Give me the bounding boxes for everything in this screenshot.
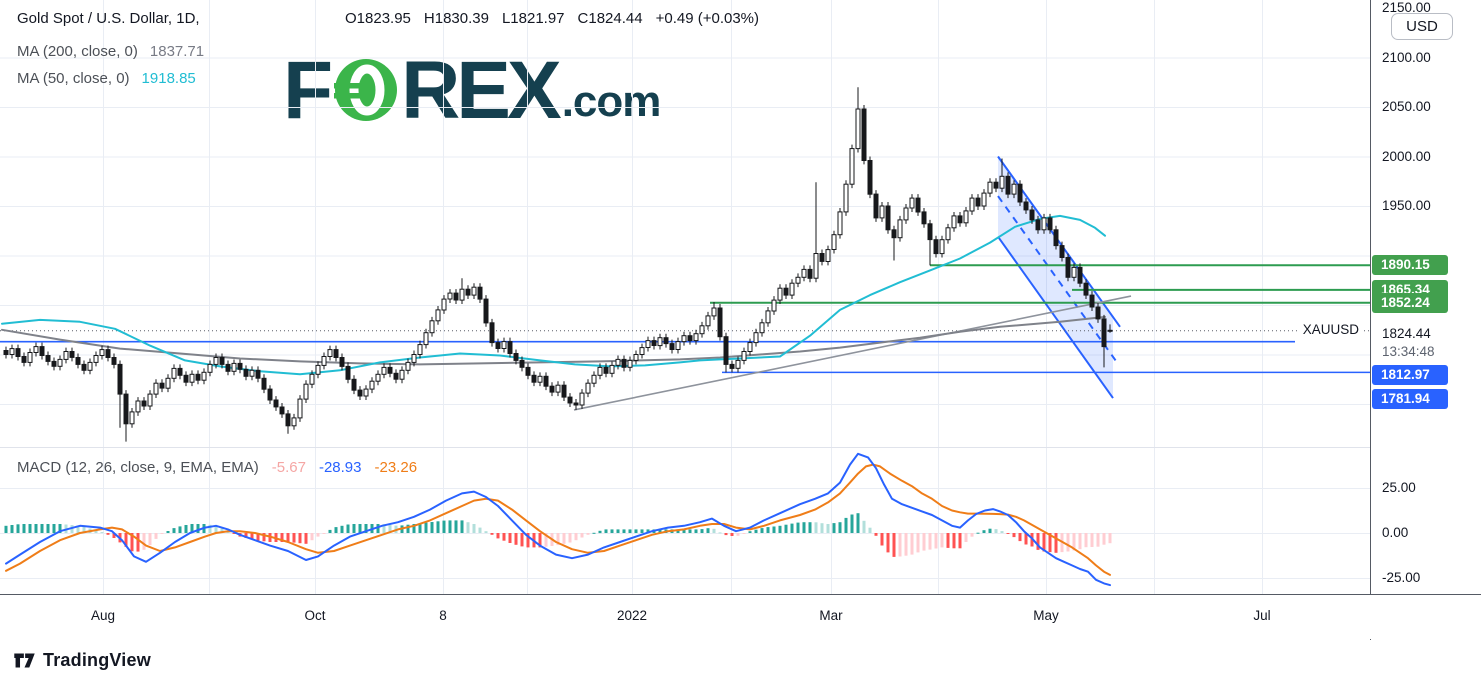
time-tick: Aug [90, 608, 116, 623]
forex-logo-o-icon [334, 59, 398, 121]
price-axis[interactable]: USD 1824.44 13:34:48 2150.00 2100.00 2050.… [1371, 0, 1481, 594]
time-tick: 8 [439, 608, 447, 623]
time-tick: 2022 [616, 608, 648, 623]
ma50-line [1, 214, 1106, 376]
candles-layer [3, 87, 1113, 442]
ma200-label: MA (200, close, 0) [17, 43, 138, 60]
ohlc-change: +0.49 (+0.03%) [655, 10, 759, 27]
tradingview-attribution[interactable]: TradingView [13, 650, 151, 671]
trendline-drawing [573, 295, 1132, 411]
countdown-timer-label: 13:34:48 [1382, 344, 1435, 360]
macd-signal-value: -23.26 [374, 459, 418, 476]
ohlc-open: O1823.95 [345, 10, 411, 27]
ma200-value: 1837.71 [149, 43, 205, 60]
ohlc-close: C1824.44 [577, 10, 643, 27]
current-price-label: 1824.44 [1382, 326, 1431, 342]
forex-logo-com: .com [561, 77, 662, 126]
forex-logo-watermark: F REX .com [283, 45, 662, 136]
price-tick: 2100.00 [1382, 49, 1431, 65]
price-level-badge-green: 1852.24 [1372, 292, 1448, 313]
price-tick: 1950.00 [1382, 198, 1431, 213]
tradingview-attribution-text[interactable]: TradingView [43, 650, 151, 670]
price-level-badge-green: 1890.15 [1372, 255, 1448, 276]
price-level-badge-blue: 1812.97 [1372, 365, 1448, 385]
ohlc-readout: O1823.95 H1830.39 L1821.97 C1824.44 +0.4… [345, 10, 759, 27]
price-tick: 2150.00 [1382, 0, 1431, 15]
currency-label: USD [1406, 18, 1438, 35]
price-tick: 2000.00 [1382, 148, 1431, 164]
macd-line-value: -28.93 [318, 459, 362, 476]
macd-tick: -25.00 [1382, 570, 1421, 585]
time-tick: Oct [304, 608, 326, 623]
gridlines [0, 0, 1370, 594]
ma50-legend: MA (50, close, 0) 1918.85 [17, 70, 196, 87]
macd-hist-value: -5.67 [271, 459, 306, 476]
macd-tick: 0.00 [1382, 525, 1409, 540]
ma50-label: MA (50, close, 0) [17, 70, 130, 87]
forex-logo-letter-f: F [283, 45, 333, 136]
macd-histogram [4, 513, 1112, 557]
currency-toggle[interactable]: USD [1391, 13, 1453, 40]
price-line-symbol-label: XAUUSD [1299, 322, 1362, 338]
price-level-badge-blue: 1781.94 [1372, 389, 1448, 409]
time-tick: May [1033, 608, 1059, 623]
macd-legend: MACD (12, 26, close, 9, EMA, EMA) -5.67 … [17, 459, 417, 476]
price-tick: 2050.00 [1382, 99, 1431, 114]
ma200-line [1, 315, 1106, 366]
macd-tick: 25.00 [1382, 480, 1416, 495]
macd-main-line [5, 452, 1111, 587]
macd-signal-line [5, 463, 1111, 576]
ma200-legend: MA (200, close, 0) 1837.71 [17, 43, 204, 60]
ohlc-high: H1830.39 [423, 10, 489, 27]
tradingview-logo-icon [14, 653, 35, 668]
symbol-title: Gold Spot / U.S. Dollar, 1D, [17, 10, 200, 27]
time-tick: Mar [819, 608, 843, 623]
time-axis[interactable]: Aug Oct 8 2022 Mar May Jul [0, 595, 1481, 639]
forex-logo-letters-rex: REX [401, 45, 562, 136]
time-tick: Jul [1253, 608, 1271, 623]
macd-label: MACD (12, 26, close, 9, EMA, EMA) [17, 459, 259, 476]
ohlc-low: L1821.97 [501, 10, 565, 27]
ma50-value: 1918.85 [141, 70, 196, 87]
